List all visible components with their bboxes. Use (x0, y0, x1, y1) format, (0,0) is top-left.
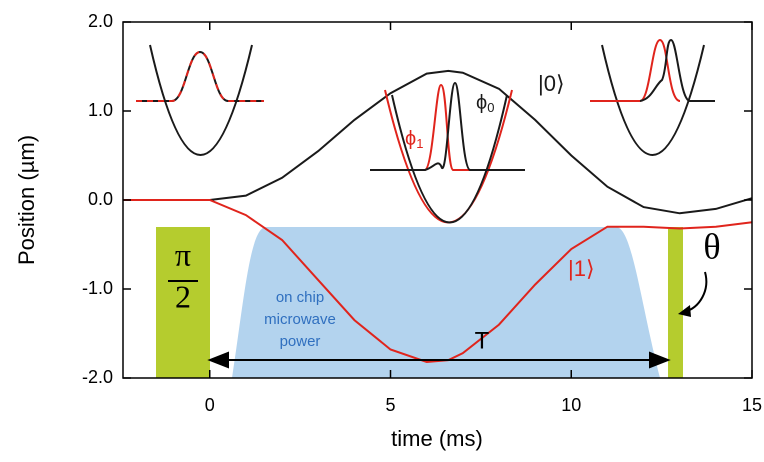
inset-right (590, 38, 715, 156)
microwave-label: on chip (276, 289, 324, 306)
y-tick-label: -1.0 (82, 278, 113, 298)
phi-subscript: 1 (416, 136, 423, 151)
x-axis-label: time (ms) (391, 426, 483, 451)
y-tick-label: 0.0 (88, 189, 113, 209)
theta-pulse (668, 227, 683, 378)
pi-numerator: π (175, 236, 191, 272)
phi0-label: ϕ0 (476, 92, 494, 115)
state0-label: |0⟩ (538, 71, 565, 96)
microwave-label: microwave (264, 311, 336, 328)
inset-middle (370, 81, 525, 224)
y-tick-label: 2.0 (88, 11, 113, 31)
x-tick-label: 5 (385, 395, 395, 415)
x-tick-label: 0 (205, 395, 215, 415)
phi-subscript: 0 (487, 100, 494, 115)
theta-arrow (683, 271, 708, 313)
period-label: T (475, 327, 490, 354)
period-arrow (207, 351, 671, 369)
y-tick-label: 1.0 (88, 100, 113, 120)
microwave-envelope (232, 227, 660, 378)
pi-half-pulse (156, 227, 210, 378)
y-axis-label: Position (µm) (14, 135, 39, 265)
series-line (123, 69, 753, 215)
pi-denominator: 2 (175, 278, 191, 314)
theta-label: θ (703, 226, 720, 266)
theta-arrowhead (678, 305, 691, 317)
x-tick-label: 15 (742, 395, 762, 415)
state1-label: |1⟩ (568, 256, 595, 281)
phi1-label: ϕ1 (405, 128, 423, 151)
microwave-label: power (280, 333, 321, 350)
y-tick-label: -2.0 (82, 367, 113, 387)
x-tick-label: 10 (561, 395, 581, 415)
phi-symbol: ϕ (405, 128, 416, 150)
phi-symbol: ϕ (476, 92, 487, 114)
inset-left (136, 44, 264, 156)
